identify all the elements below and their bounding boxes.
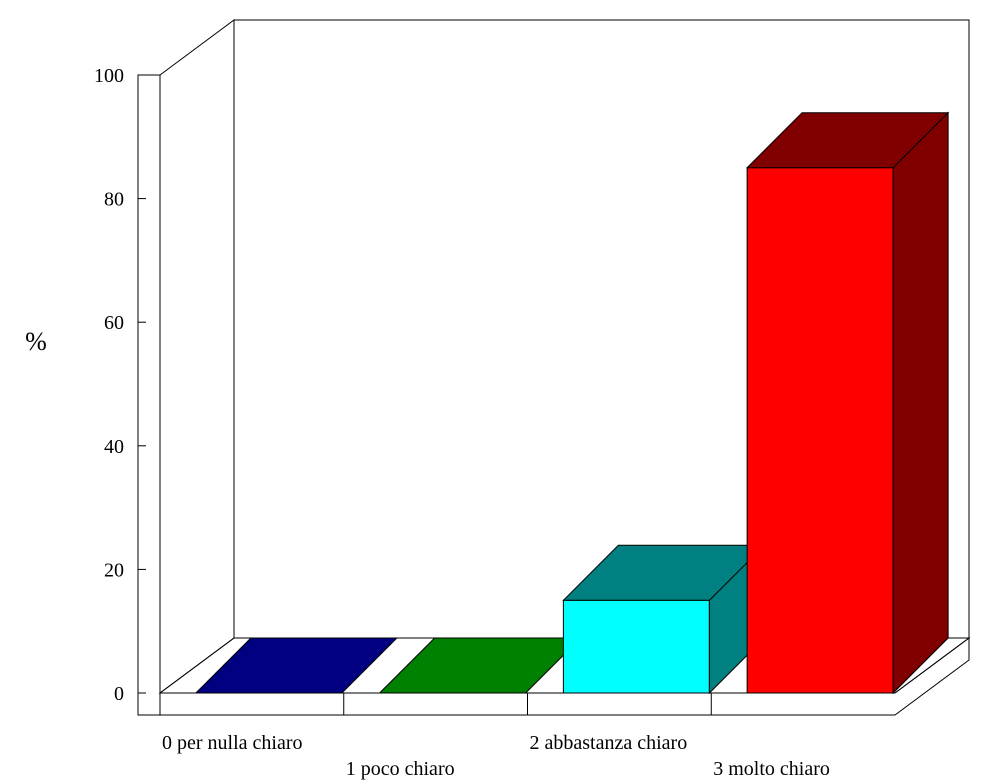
bar-front	[746, 167, 894, 694]
category-label: 1 poco chiaro	[346, 758, 455, 780]
bar-0	[194, 637, 399, 694]
bar-1	[378, 637, 582, 694]
bar-3	[745, 111, 950, 695]
y-axis: 0 20 40 60 80 100	[94, 65, 146, 705]
bar-top	[745, 112, 950, 169]
y-tick-label: 60	[104, 312, 124, 334]
bar-2	[562, 544, 766, 695]
category-label: 0 per nulla chiaro	[162, 732, 303, 754]
y-tick-label: 80	[104, 189, 124, 211]
category-label: 3 molto chiaro	[713, 758, 830, 780]
x-axis-categories: 0 per nulla chiaro 1 poco chiaro 2 abbasta…	[162, 732, 830, 780]
floor-edge	[159, 637, 970, 716]
y-tick-label: 20	[104, 559, 124, 581]
left-wall-edge	[137, 74, 161, 716]
left-wall	[159, 19, 235, 694]
y-tick-label: 0	[114, 683, 124, 705]
bar-front	[562, 599, 710, 694]
bar-side	[892, 111, 949, 695]
bar-top	[378, 637, 582, 694]
y-tick-label: 40	[104, 436, 124, 458]
category-label: 2 abbastanza chiaro	[530, 732, 688, 754]
bars	[194, 111, 950, 695]
y-axis-label: %	[25, 327, 47, 356]
y-tick-label: 100	[94, 65, 124, 87]
bar-top	[194, 637, 399, 694]
